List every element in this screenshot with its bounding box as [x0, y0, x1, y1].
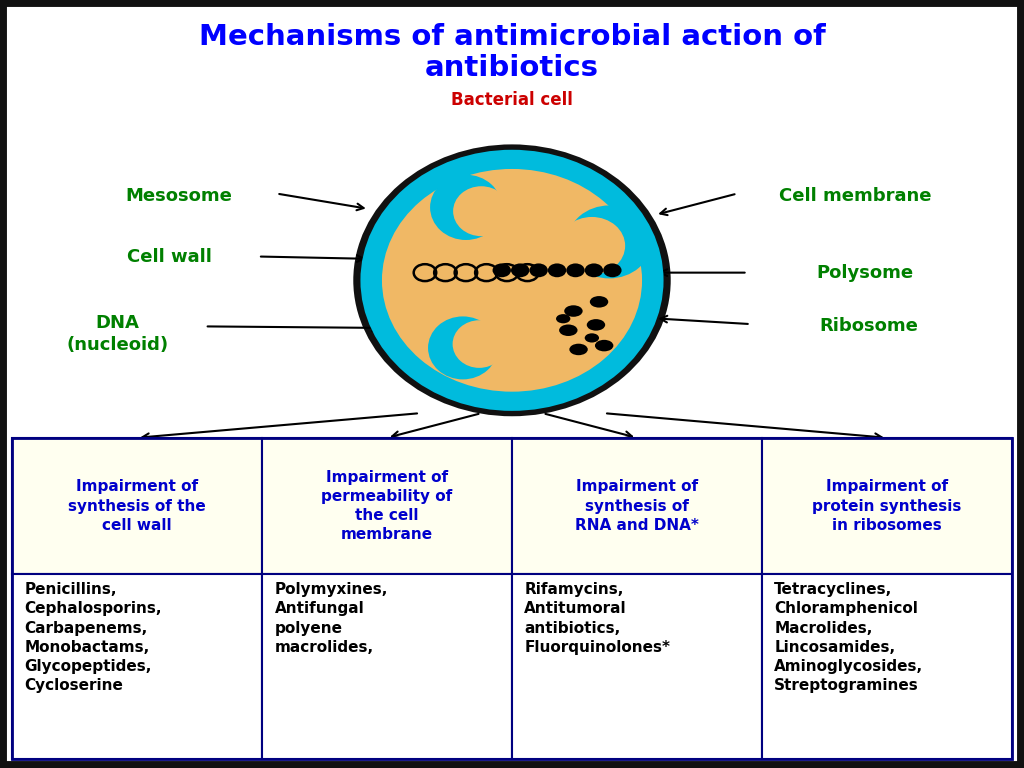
FancyBboxPatch shape	[762, 438, 1012, 574]
Text: Impairment of
synthesis of
RNA and DNA*: Impairment of synthesis of RNA and DNA*	[575, 479, 698, 533]
Ellipse shape	[595, 339, 613, 352]
Text: Polysome: Polysome	[817, 263, 913, 282]
Ellipse shape	[556, 314, 570, 323]
Ellipse shape	[559, 324, 578, 336]
FancyBboxPatch shape	[512, 574, 762, 759]
Text: Impairment of
synthesis of the
cell wall: Impairment of synthesis of the cell wall	[69, 479, 206, 533]
Ellipse shape	[453, 187, 510, 237]
Circle shape	[566, 263, 585, 277]
Text: Cell membrane: Cell membrane	[779, 187, 931, 205]
Ellipse shape	[360, 150, 664, 411]
Ellipse shape	[569, 344, 588, 355]
FancyBboxPatch shape	[262, 438, 512, 574]
Text: Mesosome: Mesosome	[126, 187, 232, 205]
Ellipse shape	[590, 296, 608, 308]
FancyBboxPatch shape	[512, 438, 762, 574]
Ellipse shape	[428, 316, 498, 379]
Text: Cell wall: Cell wall	[127, 248, 211, 266]
Ellipse shape	[587, 319, 605, 331]
Circle shape	[548, 263, 566, 277]
Ellipse shape	[430, 175, 502, 240]
Text: DNA
(nucleoid): DNA (nucleoid)	[67, 314, 169, 354]
Circle shape	[585, 263, 603, 277]
FancyBboxPatch shape	[12, 574, 262, 759]
Ellipse shape	[567, 205, 651, 279]
Ellipse shape	[559, 217, 625, 275]
Ellipse shape	[382, 169, 642, 392]
Ellipse shape	[453, 320, 506, 368]
Circle shape	[511, 263, 529, 277]
Text: Tetracyclines,
Chloramphenicol
Macrolides,
Lincosamides,
Aminoglycosides,
Strept: Tetracyclines, Chloramphenicol Macrolide…	[774, 582, 924, 694]
Text: Rifamycins,
Antitumoral
antibiotics,
Fluorquinolones*: Rifamycins, Antitumoral antibiotics, Flu…	[524, 582, 671, 655]
Text: Impairment of
permeability of
the cell
membrane: Impairment of permeability of the cell m…	[322, 470, 453, 542]
Circle shape	[603, 263, 622, 277]
FancyBboxPatch shape	[762, 574, 1012, 759]
Ellipse shape	[353, 144, 671, 416]
Circle shape	[529, 263, 548, 277]
Text: Ribosome: Ribosome	[819, 317, 918, 336]
Ellipse shape	[564, 306, 583, 317]
FancyBboxPatch shape	[262, 574, 512, 759]
Text: Bacterial cell: Bacterial cell	[451, 91, 573, 109]
Text: Impairment of
protein synthesis
in ribosomes: Impairment of protein synthesis in ribos…	[812, 479, 962, 533]
Text: Mechanisms of antimicrobial action of: Mechanisms of antimicrobial action of	[199, 23, 825, 51]
Text: Polymyxines,
Antifungal
polyene
macrolides,: Polymyxines, Antifungal polyene macrolid…	[274, 582, 388, 655]
Circle shape	[493, 263, 511, 277]
FancyBboxPatch shape	[12, 438, 262, 574]
Text: Penicillins,
Cephalosporins,
Carbapenems,
Monobactams,
Glycopeptides,
Cycloserin: Penicillins, Cephalosporins, Carbapenems…	[25, 582, 162, 694]
Ellipse shape	[585, 333, 599, 343]
Text: antibiotics: antibiotics	[425, 54, 599, 81]
